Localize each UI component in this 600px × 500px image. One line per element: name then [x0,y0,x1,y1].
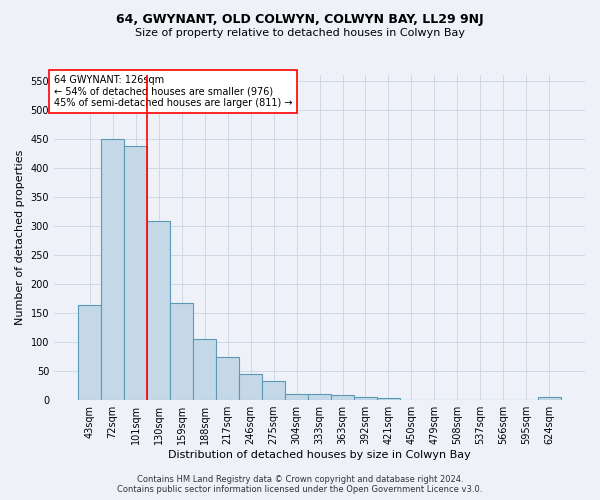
Bar [239,374,262,400]
Bar [170,302,193,400]
Y-axis label: Number of detached properties: Number of detached properties [15,150,25,325]
Bar [101,139,124,400]
Bar [262,381,285,400]
Bar [331,396,354,400]
Text: Contains HM Land Registry data © Crown copyright and database right 2024.
Contai: Contains HM Land Registry data © Crown c… [118,474,482,494]
Bar [147,222,170,400]
Bar [377,398,400,400]
Bar [216,356,239,400]
Bar [285,394,308,400]
X-axis label: Distribution of detached houses by size in Colwyn Bay: Distribution of detached houses by size … [168,450,471,460]
Bar [538,397,561,400]
Text: 64 GWYNANT: 126sqm
← 54% of detached houses are smaller (976)
45% of semi-detach: 64 GWYNANT: 126sqm ← 54% of detached hou… [54,75,293,108]
Bar [354,397,377,400]
Bar [308,394,331,400]
Bar [193,338,216,400]
Text: Size of property relative to detached houses in Colwyn Bay: Size of property relative to detached ho… [135,28,465,38]
Bar [78,306,101,400]
Bar [124,146,147,400]
Text: 64, GWYNANT, OLD COLWYN, COLWYN BAY, LL29 9NJ: 64, GWYNANT, OLD COLWYN, COLWYN BAY, LL2… [116,12,484,26]
